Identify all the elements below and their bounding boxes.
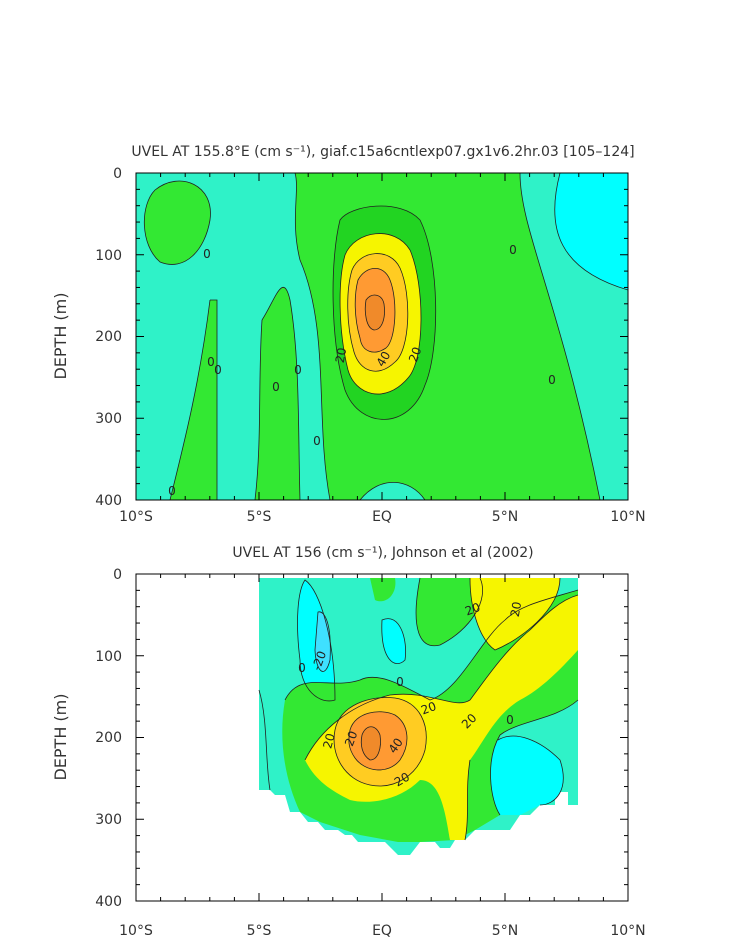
- contour-label: 0: [396, 675, 404, 689]
- contour-label: 0: [294, 363, 302, 377]
- contour-lines: [143, 173, 628, 500]
- x-tick-label: 10°S: [119, 923, 153, 939]
- contour-label: 0: [506, 713, 514, 727]
- x-tick-label: EQ: [372, 509, 392, 525]
- y-tick-label: 100: [95, 649, 122, 665]
- contour-label: 20: [406, 345, 424, 364]
- contour-band-core: [365, 295, 385, 330]
- contour-band-10-20: [370, 578, 396, 602]
- contour-band-lt-m20: [315, 611, 331, 672]
- contour-lines: [258, 577, 579, 841]
- contour-band-10-20: [255, 287, 300, 500]
- contour-label: 20: [463, 600, 482, 618]
- contour-band-30-40: [470, 578, 560, 650]
- contour-label: 0: [168, 484, 176, 498]
- y-tick-label: 300: [95, 411, 122, 427]
- contour-label: 0: [313, 434, 321, 448]
- panel-model: UVEL AT 155.8°E (cm s⁻¹), giaf.c15a6cntl…: [51, 144, 646, 525]
- contour-labels: 0 0 0 0 0 0 0 0 0 20 40 20: [168, 243, 556, 498]
- contour-label: 0: [272, 380, 280, 394]
- y-axis-label: DEPTH (m): [51, 292, 70, 379]
- contour-label: 0: [509, 243, 517, 257]
- contour-label: 20: [508, 601, 524, 618]
- y-tick-label: 200: [95, 730, 122, 746]
- panel-observed: UVEL AT 156 (cm s⁻¹), Johnson et al (200…: [51, 545, 646, 939]
- contour-label: 0: [548, 373, 556, 387]
- x-tick-label: 10°N: [610, 509, 645, 525]
- x-tick-label: 5°N: [492, 509, 518, 525]
- x-tick-label: 10°N: [610, 923, 645, 939]
- y-tick-label: 200: [95, 329, 122, 345]
- contour-label: -20: [309, 649, 329, 672]
- y-tick-label: 0: [113, 166, 122, 182]
- contour-label: 0: [214, 363, 222, 377]
- contour-label: 0: [203, 247, 211, 261]
- contour-band-negative: [381, 618, 406, 664]
- contour-label: 40: [374, 349, 394, 369]
- contour-label: 0: [207, 355, 215, 369]
- contour-band-10-20: [416, 578, 483, 646]
- y-tick-label: 300: [95, 812, 122, 828]
- axis-ticks: [135, 172, 629, 501]
- contour-label: 0: [298, 661, 306, 675]
- contour-labels: 20 20 0 -20 0 20 20 40 20 0 20 20: [298, 600, 524, 789]
- contour-label: 20: [419, 699, 438, 717]
- y-axis-label: DEPTH (m): [51, 693, 70, 780]
- y-tick-label: 100: [95, 248, 122, 264]
- x-tick-label: 5°S: [247, 923, 272, 939]
- x-tick-label: 5°N: [492, 923, 518, 939]
- contour-label: 20: [342, 729, 360, 748]
- contour-fill-layer: [136, 173, 628, 500]
- x-tick-label: 10°S: [119, 509, 153, 525]
- x-tick-label: 5°S: [247, 509, 272, 525]
- tick-labels: 10°S 5°S EQ 5°N 10°N 0 100 200 300 400: [95, 567, 645, 939]
- contour-band-negative: [489, 736, 564, 815]
- axis-ticks: [135, 573, 629, 902]
- panel-title: UVEL AT 155.8°E (cm s⁻¹), giaf.c15a6cntl…: [131, 144, 634, 160]
- contour-band-10-20: [144, 181, 211, 265]
- y-tick-label: 400: [95, 493, 122, 509]
- panel-title: UVEL AT 156 (cm s⁻¹), Johnson et al (200…: [232, 545, 533, 561]
- y-tick-label: 0: [113, 567, 122, 583]
- x-tick-label: EQ: [372, 923, 392, 939]
- tick-labels: 10°S 5°S EQ 5°N 10°N 0 100 200 300 400: [95, 166, 645, 525]
- y-tick-label: 400: [95, 894, 122, 910]
- contour-fill-layer: [258, 577, 579, 855]
- contour-label: 20: [333, 347, 349, 364]
- contour-band-core: [361, 726, 381, 760]
- contour-label: 20: [320, 732, 337, 750]
- contour-band-0-10: [360, 482, 425, 500]
- contour-band-negative: [554, 173, 628, 290]
- contour-label: 20: [392, 770, 412, 790]
